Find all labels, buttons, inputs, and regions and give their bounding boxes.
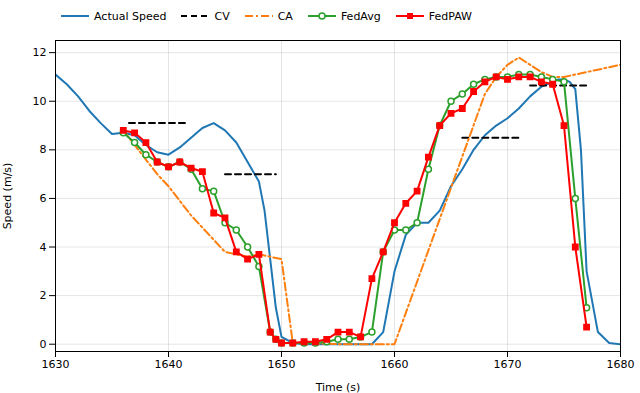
svg-text:Speed (m/s): Speed (m/s) (1, 163, 14, 230)
svg-text:6: 6 (40, 192, 47, 205)
svg-text:12: 12 (33, 46, 47, 59)
svg-text:1660: 1660 (381, 358, 409, 371)
svg-text:1640: 1640 (155, 358, 183, 371)
svg-text:4: 4 (40, 241, 47, 254)
svg-text:1680: 1680 (607, 358, 635, 371)
svg-text:1650: 1650 (268, 358, 296, 371)
svg-text:1670: 1670 (494, 358, 522, 371)
html-text:FedPAW: FedPAW (428, 9, 472, 23)
html-text:Actual Speed: Actual Speed (94, 9, 167, 23)
svg-text:0: 0 (40, 338, 47, 351)
html-text:FedAvg: FedAvg (340, 9, 381, 23)
svg-text:1630: 1630 (42, 358, 70, 371)
html-text:CA: CA (277, 9, 293, 23)
svg-text:8: 8 (40, 143, 47, 156)
html-text:CV: CV (214, 9, 230, 23)
svg-text:2: 2 (40, 289, 47, 302)
svg-text:Time (s): Time (s) (315, 381, 361, 393)
svg-text:10: 10 (33, 95, 47, 108)
